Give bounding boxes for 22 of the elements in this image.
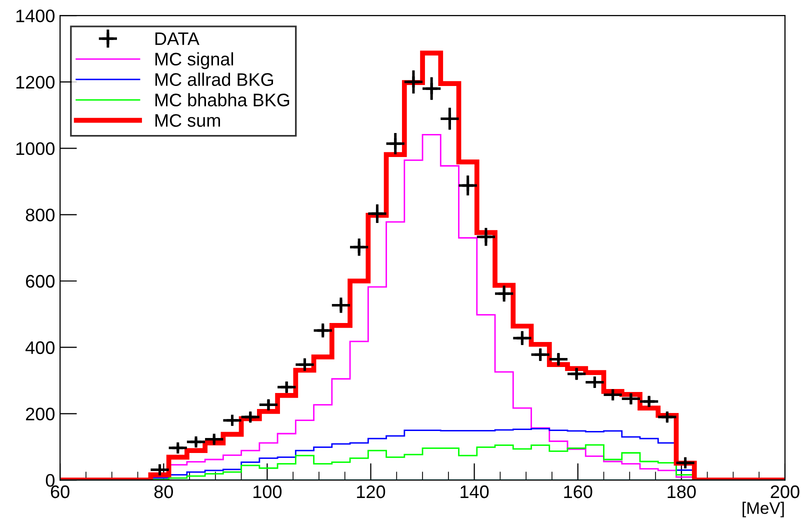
x-tick-label: 100 — [254, 485, 282, 498]
y-tick-label: 400 — [26, 341, 55, 354]
x-tick-label: 60 — [50, 485, 70, 498]
legend-label: DATA — [155, 32, 200, 45]
legend-label: MC allrad BKG — [155, 72, 274, 86]
y-tick-label: 800 — [26, 208, 55, 222]
x-tick-label: 200 — [770, 485, 800, 498]
y-tick-label: 1200 — [16, 76, 55, 89]
x-axis-title: [MeV] — [742, 502, 784, 518]
y-tick-label: 0 — [46, 474, 55, 487]
legend-label: MC sum — [155, 114, 220, 127]
y-tick-label: 600 — [26, 274, 55, 288]
legend-label: MC signal — [155, 52, 234, 70]
x-tick-label: 120 — [357, 485, 386, 498]
x-tick-label: 180 — [668, 485, 696, 498]
x-tick-label: 80 — [154, 485, 173, 498]
x-tick-label: 160 — [564, 485, 592, 498]
y-tick-label: 1400 — [16, 10, 55, 22]
y-tick-label: 1000 — [16, 142, 55, 156]
legend-label: MC bhabha BKG — [155, 93, 290, 106]
x-tick-label: 140 — [460, 485, 489, 498]
y-tick-label: 200 — [26, 408, 55, 420]
